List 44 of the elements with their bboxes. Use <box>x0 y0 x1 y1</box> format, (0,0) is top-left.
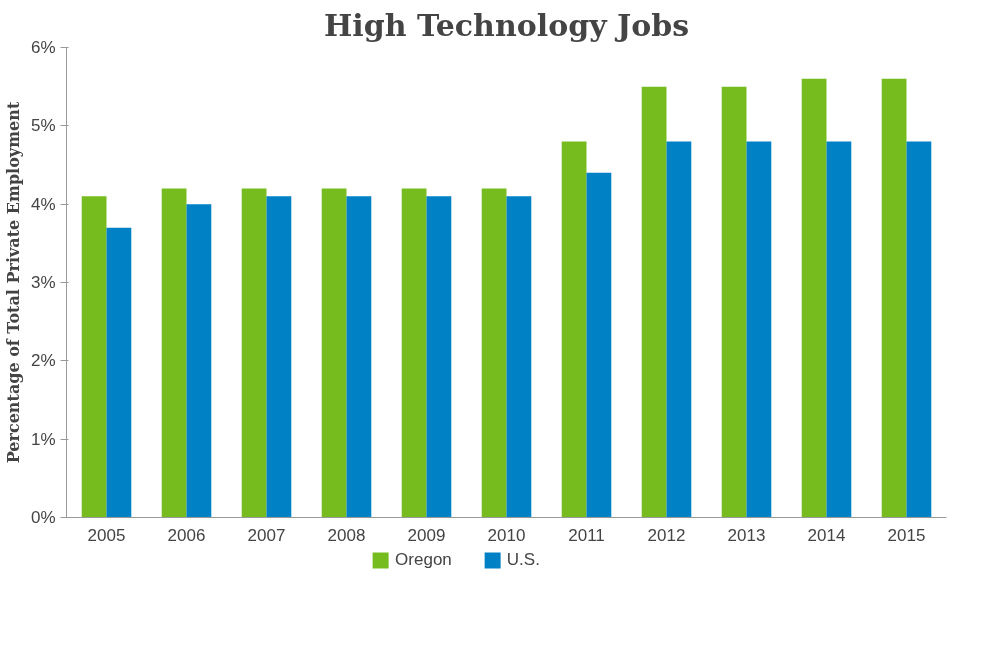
bar <box>106 227 132 518</box>
bar <box>426 196 452 518</box>
legend-label: Oregon <box>395 550 452 570</box>
x-tick-label: 2012 <box>647 525 686 545</box>
y-tick-label: 3% <box>30 273 56 292</box>
bar <box>586 172 612 518</box>
x-tick-label: 2014 <box>807 525 846 545</box>
legend-label: U.S. <box>506 550 540 570</box>
bar <box>346 196 372 518</box>
chart-title: High Technology Jobs <box>323 7 690 43</box>
y-tick-label: 1% <box>30 429 56 449</box>
bar <box>721 86 747 518</box>
bar <box>641 86 667 518</box>
x-tick-label: 2007 <box>247 525 286 545</box>
x-tick-label: 2008 <box>327 525 366 545</box>
bar <box>241 188 267 518</box>
y-tick-label: 2% <box>30 351 56 371</box>
x-tick-label: 2006 <box>167 525 206 545</box>
bar <box>826 141 852 518</box>
bar <box>161 188 187 518</box>
bar <box>801 78 827 518</box>
bar <box>561 141 587 518</box>
bar <box>666 141 692 518</box>
y-axis-title: Percentage of Total Private Employment <box>3 101 23 464</box>
x-tick-label: 2005 <box>87 525 126 545</box>
x-tick-label: 2015 <box>887 525 926 545</box>
bar <box>481 188 507 518</box>
bar <box>906 141 932 518</box>
bar <box>506 196 532 518</box>
bar <box>401 188 427 518</box>
bar <box>881 78 907 518</box>
y-tick-label: 6% <box>30 38 56 57</box>
bar <box>81 196 107 518</box>
y-tick-label: 5% <box>30 116 56 136</box>
x-tick-label: 2009 <box>407 525 446 545</box>
bar <box>746 141 772 518</box>
x-tick-label: 2013 <box>727 525 766 545</box>
bar <box>266 196 292 518</box>
bar <box>186 204 212 518</box>
x-tick-label: 2010 <box>487 525 526 545</box>
y-tick-label: 4% <box>30 194 56 214</box>
y-tick-label: 0% <box>30 508 56 527</box>
x-tick-label: 2011 <box>568 525 605 545</box>
bar <box>321 188 347 518</box>
